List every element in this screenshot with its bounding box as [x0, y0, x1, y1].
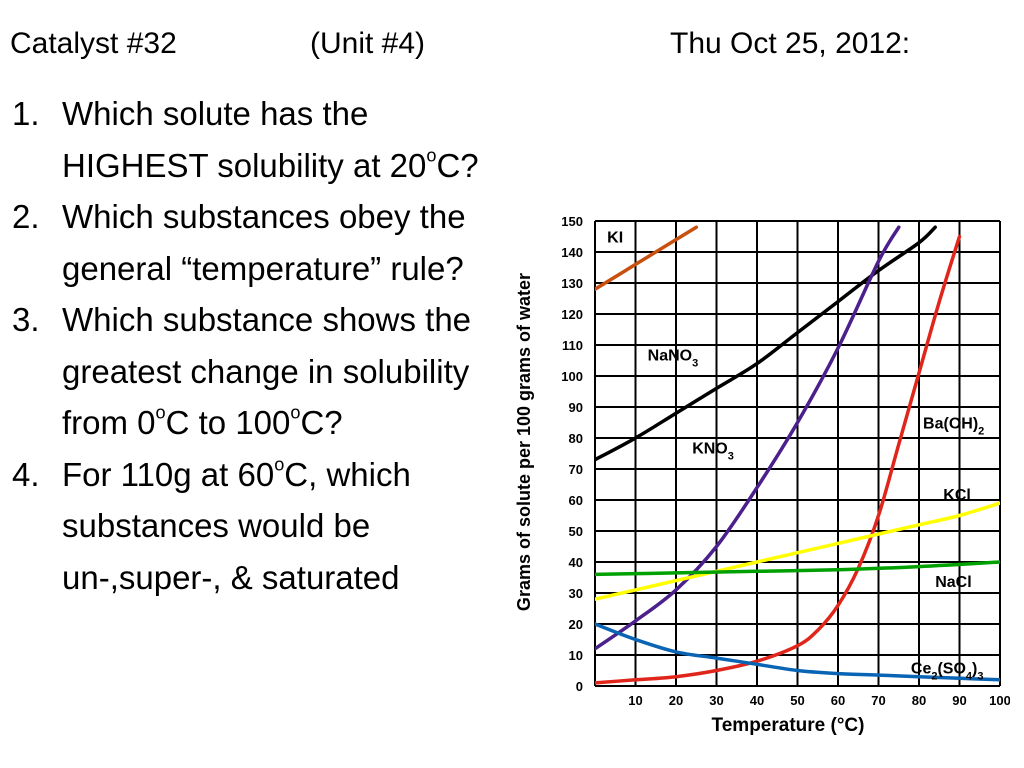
y-tick-label: 140 [561, 245, 583, 260]
question-text: C, which substances would be un-,super-,… [62, 455, 411, 596]
degree-superscript: o [274, 454, 285, 475]
question-list: 1. Which solute has the HIGHEST solubilit… [12, 88, 517, 603]
curve-label: KCl [943, 487, 971, 504]
y-tick-label: 0 [576, 679, 583, 694]
question-number: 4. [12, 455, 40, 493]
question-text: C? [300, 404, 343, 441]
series-line-nano3 [595, 225, 937, 462]
chart-ticks: 0 10 20 30 40 50 60 70 80 90 100 110 120 130 140 150 10 2… [561, 214, 1010, 708]
series-line-kcl [595, 501, 1000, 601]
x-tick-label: 90 [952, 693, 966, 708]
x-tick-label: 20 [669, 693, 683, 708]
question-item: 3. Which substance shows the greatest cha… [12, 294, 517, 449]
curve-label: Ce2(SO4)3 [911, 661, 984, 683]
curve-label: NaCl [935, 574, 971, 591]
catalyst-title: Catalyst #32 [10, 27, 177, 60]
chart-curve-labels: KI NaNO3 KNO3 Ba(OH)2 KCl NaCl Ce2(SO4)3 [607, 230, 984, 683]
x-tick-label: 70 [871, 693, 885, 708]
question-text: Which substances obey the general “tempe… [62, 198, 466, 287]
question-number: 3. [12, 301, 40, 338]
y-tick-label: 40 [569, 555, 583, 570]
degree-superscript: o [426, 145, 437, 166]
unit-label: (Unit #4) [310, 27, 426, 60]
y-tick-label: 70 [569, 462, 583, 477]
question-text: C? [436, 146, 479, 184]
y-tick-label: 90 [569, 400, 583, 415]
y-tick-label: 120 [561, 307, 583, 322]
solubility-chart: 0 10 20 30 40 50 60 70 80 90 100 110 120 130 140 150 10 2… [514, 214, 1010, 736]
x-axis-label: Temperature (°C) [712, 715, 865, 736]
question-text: C to 100 [165, 404, 291, 441]
series-line-nacl [595, 560, 1000, 577]
y-tick-label: 10 [569, 648, 583, 663]
question-text: For 110g at 60 [62, 455, 275, 493]
question-item: 1. Which solute has the HIGHEST solubilit… [12, 88, 517, 191]
question-item: 4. For 110g at 60oC, which substances wou… [12, 449, 517, 604]
question-number: 1. [12, 95, 40, 132]
y-axis-label: Grams of solute per 100 grams of water [514, 273, 534, 611]
question-item: 2. Which substances obey the general “tem… [12, 191, 517, 294]
curve-label: NaNO3 [648, 348, 699, 370]
y-tick-label: 130 [561, 276, 583, 291]
x-tick-label: 10 [628, 693, 642, 708]
y-tick-label: 60 [569, 493, 583, 508]
x-tick-label: 80 [912, 693, 926, 708]
question-number: 2. [12, 198, 40, 235]
date-label: Thu Oct 25, 2012: [670, 27, 911, 60]
chart-curves [595, 225, 1000, 685]
y-tick-label: 150 [561, 214, 583, 229]
x-tick-label: 40 [750, 693, 764, 708]
series-line-ba-oh-2 [595, 234, 962, 685]
series-line-kno3 [595, 225, 901, 651]
x-tick-label: 60 [831, 693, 845, 708]
y-tick-label: 100 [561, 369, 583, 384]
degree-superscript: o [155, 402, 166, 423]
x-tick-label: 50 [790, 693, 804, 708]
y-tick-label: 20 [569, 617, 583, 632]
x-tick-label: 30 [709, 693, 723, 708]
y-tick-label: 50 [569, 524, 583, 539]
chart-grid [594, 220, 1001, 687]
question-text: Which substance shows the greatest chang… [62, 301, 472, 441]
question-text: Which solute has the HIGHEST solubility … [62, 95, 427, 184]
series-line-ce2-so4-3 [595, 622, 1000, 682]
x-tick-label: 100 [989, 693, 1010, 708]
series-line-ki [595, 225, 699, 291]
curve-label: KNO3 [692, 441, 734, 463]
degree-superscript: o [290, 402, 301, 423]
y-tick-label: 80 [569, 431, 583, 446]
curve-label: Ba(OH)2 [923, 416, 984, 438]
curve-label: KI [607, 230, 623, 247]
y-tick-label: 30 [569, 586, 583, 601]
y-tick-label: 110 [562, 338, 583, 353]
